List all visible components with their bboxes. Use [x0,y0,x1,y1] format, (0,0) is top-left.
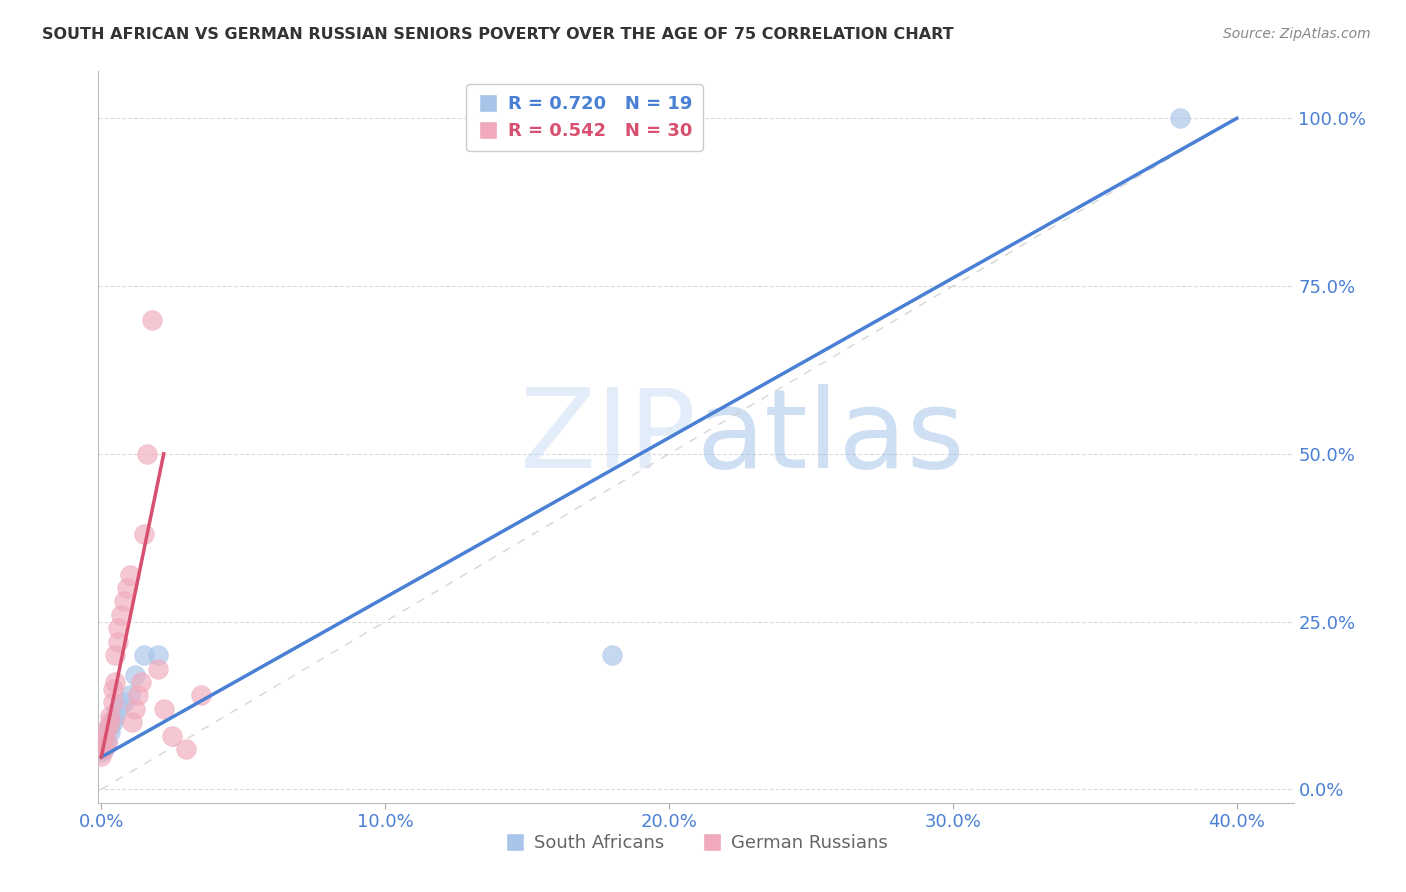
Point [98,725,121,739]
Point [600,648,623,662]
Point [132,527,155,541]
Point [124,668,146,682]
Point [118,567,141,582]
Point [96,722,118,736]
Point [152,702,174,716]
Point [90,746,112,760]
Point [141,312,163,326]
Point [107,634,129,648]
Point [118,689,141,703]
Point [98,718,121,732]
Point [190,689,212,703]
Point [115,581,138,595]
Point [176,742,198,756]
Point [124,702,146,716]
Point [96,735,118,749]
Point [135,447,157,461]
Point [104,648,127,662]
Point [110,607,132,622]
Point [96,722,118,736]
Point [107,621,129,635]
Point [127,689,149,703]
Legend: South Africans, German Russians: South Africans, German Russians [496,827,896,860]
Point [146,662,169,676]
Point [101,715,124,730]
Point [93,742,115,756]
Text: SOUTH AFRICAN VS GERMAN RUSSIAN SENIORS POVERTY OVER THE AGE OF 75 CORRELATION C: SOUTH AFRICAN VS GERMAN RUSSIAN SENIORS … [42,27,953,42]
Point [98,715,121,730]
Point [160,729,183,743]
Point [132,648,155,662]
Text: atlas: atlas [696,384,965,491]
Point [93,729,115,743]
Point [90,735,112,749]
Text: Source: ZipAtlas.com: Source: ZipAtlas.com [1223,27,1371,41]
Point [101,695,124,709]
Point [107,702,129,716]
Point [96,735,118,749]
Text: ZIP: ZIP [520,384,696,491]
Point [112,594,135,608]
Point [104,708,127,723]
Point [98,708,121,723]
Point [146,648,169,662]
Point [104,675,127,690]
Point [93,732,115,747]
Point [93,729,115,743]
Point [121,715,143,730]
Point [129,675,152,690]
Point [90,739,112,753]
Point [101,681,124,696]
Point [93,742,115,756]
Point [90,748,112,763]
Point [112,695,135,709]
Point [1168,112,1191,126]
